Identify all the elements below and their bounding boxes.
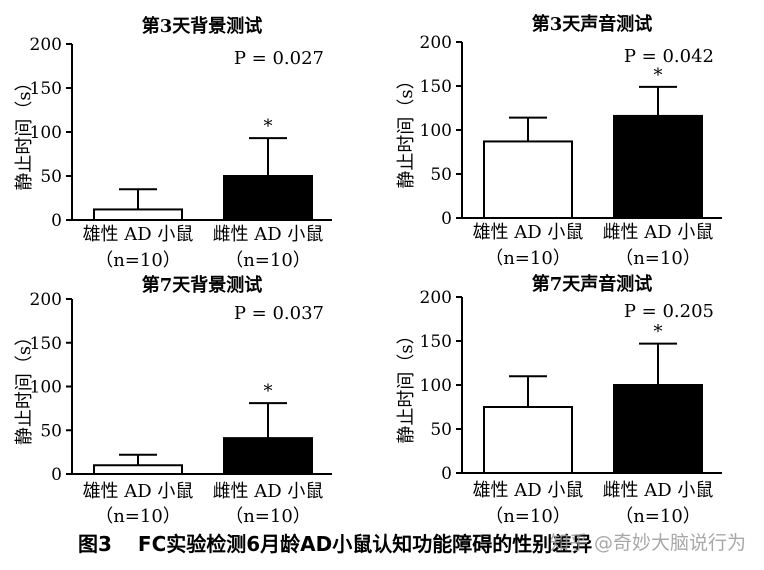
- category-label: 雄性 AD 小鼠: [83, 224, 194, 245]
- chart-panel: 第7天背景测试 0 50 100 150 200 静止时间（s） P = 0.037 雄性 AD…: [14, 274, 332, 527]
- y-axis-label: 静止时间（s）: [14, 328, 35, 445]
- y-tick-label: 0: [51, 211, 62, 231]
- p-value-label: P = 0.037: [234, 303, 324, 324]
- y-tick-label: 100: [30, 378, 62, 398]
- watermark: 知乎 @奇妙大脑说行为: [550, 532, 747, 554]
- bar: [613, 114, 703, 219]
- bar: [93, 208, 183, 222]
- y-tick-label: 50: [430, 420, 452, 440]
- category-n-label: （n=10）: [615, 506, 701, 527]
- y-tick-label: 50: [40, 421, 62, 441]
- p-value-label: P = 0.205: [624, 301, 714, 322]
- category-n-label: （n=10）: [225, 250, 311, 271]
- chart-title: 第3天声音测试: [532, 13, 653, 35]
- y-tick-label: 0: [441, 209, 452, 229]
- y-tick-label: 50: [40, 167, 62, 187]
- category-n-label: （n=10）: [225, 506, 311, 527]
- category-n-label: （n=10）: [485, 506, 571, 527]
- p-value-label: P = 0.042: [624, 46, 714, 67]
- y-axis-label: 静止时间（s）: [396, 326, 417, 443]
- category-n-label: （n=10）: [485, 248, 571, 269]
- bar: [93, 464, 183, 475]
- y-tick-label: 100: [30, 123, 62, 143]
- chart-title: 第7天声音测试: [532, 273, 653, 295]
- y-tick-label: 150: [30, 79, 62, 99]
- bar: [483, 406, 573, 474]
- category-label: 雄性 AD 小鼠: [473, 222, 584, 243]
- y-tick-label: 200: [420, 33, 452, 53]
- y-tick-label: 50: [430, 165, 452, 185]
- chart-title: 第7天背景测试: [142, 274, 263, 296]
- bar: [483, 140, 573, 219]
- category-label: 雌性 AD 小鼠: [213, 224, 324, 245]
- chart-title: 第3天背景测试: [142, 15, 263, 37]
- y-tick-label: 100: [420, 376, 452, 396]
- significance-mark: *: [654, 65, 663, 86]
- figure-caption: 图3 FC实验检测6月龄AD小鼠认知功能障碍的性别差异: [78, 528, 592, 557]
- y-tick-label: 150: [420, 77, 452, 97]
- category-label: 雄性 AD 小鼠: [473, 480, 584, 501]
- figure-number: 图3: [78, 532, 112, 556]
- y-tick-label: 0: [441, 464, 452, 484]
- y-tick-label: 0: [51, 465, 62, 485]
- y-tick-label: 200: [30, 35, 62, 55]
- y-axis-label: 静止时间（s）: [396, 71, 417, 188]
- category-label: 雌性 AD 小鼠: [213, 481, 324, 502]
- bar: [223, 437, 313, 475]
- figure-caption-text: FC实验检测6月龄AD小鼠认知功能障碍的性别差异: [137, 532, 593, 556]
- category-label: 雌性 AD 小鼠: [603, 222, 714, 243]
- y-tick-label: 150: [420, 332, 452, 352]
- category-n-label: （n=10）: [615, 248, 701, 269]
- p-value-label: P = 0.027: [234, 48, 324, 69]
- chart-panel: 第3天背景测试 0 50 100 150 200 静止时间（s） P = 0.027 雄性 AD…: [14, 15, 332, 271]
- y-tick-label: 200: [420, 288, 452, 308]
- category-n-label: （n=10）: [95, 506, 181, 527]
- significance-mark: *: [654, 322, 663, 343]
- bar: [613, 384, 703, 474]
- y-tick-label: 150: [30, 334, 62, 354]
- significance-mark: *: [264, 381, 273, 402]
- category-n-label: （n=10）: [95, 250, 181, 271]
- y-axis-label: 静止时间（s）: [14, 73, 35, 190]
- y-tick-label: 100: [420, 121, 452, 141]
- significance-mark: *: [264, 116, 273, 137]
- category-label: 雌性 AD 小鼠: [603, 480, 714, 501]
- bar: [223, 175, 313, 221]
- y-tick-label: 200: [30, 290, 62, 310]
- category-label: 雄性 AD 小鼠: [83, 481, 194, 502]
